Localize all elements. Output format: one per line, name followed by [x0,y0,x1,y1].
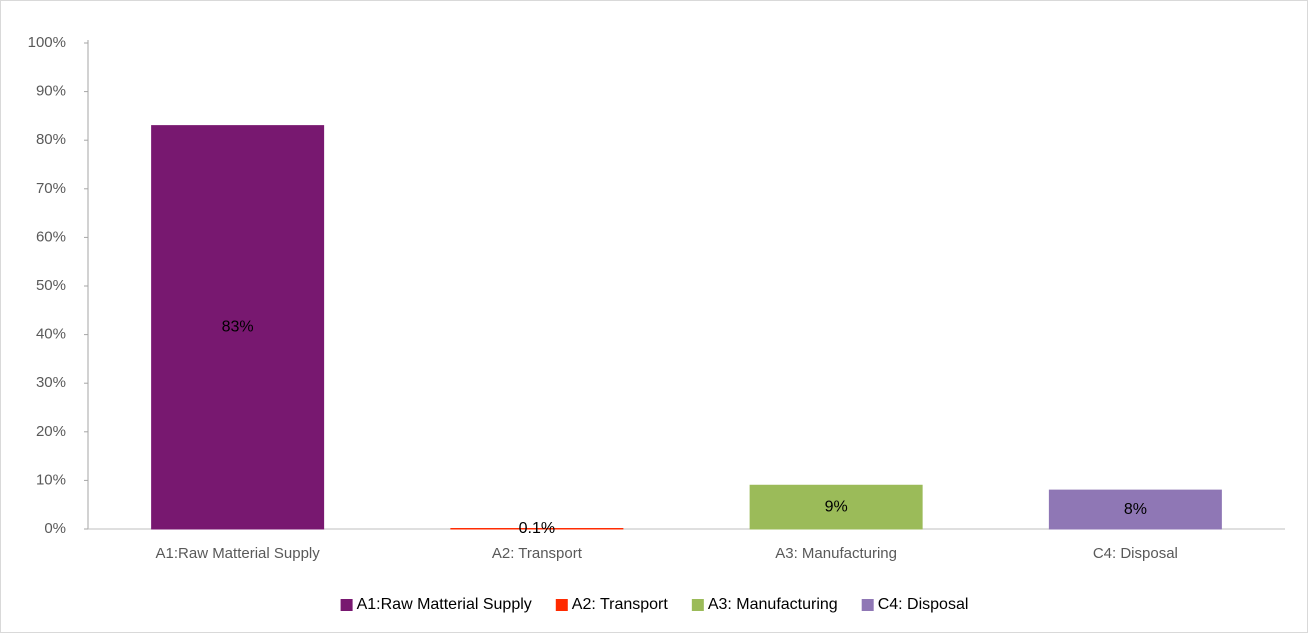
bar [151,125,325,530]
y-tick-label: 40% [36,326,66,343]
y-tick-label: 70% [36,180,66,197]
y-tick-label: 30% [36,374,66,391]
bar [749,484,923,530]
y-tick-label: 100% [28,34,66,51]
x-tick-label: A3: Manufacturing [775,545,897,562]
y-tick-label: 60% [36,228,66,245]
x-tick-label: A1:Raw Matterial Supply [156,545,321,562]
x-tick-label: A2: Transport [492,545,583,562]
legend-swatch [861,599,874,611]
legend-label: A3: Manufacturing [708,596,838,613]
y-tick-label: 20% [36,423,66,440]
data-label: 9% [825,498,848,515]
y-tick-label: 80% [36,131,66,148]
legend-label: A1:Raw Matterial Supply [357,596,532,613]
data-label: 8% [1124,501,1147,518]
y-tick-label: 90% [36,83,66,100]
legend-label: A2: Transport [572,596,669,613]
legend-swatch [340,599,353,611]
data-label: 0.1% [519,520,555,537]
legend-swatch [555,599,568,611]
bar [1048,489,1222,530]
legend-label: C4: Disposal [878,596,969,613]
y-tick-label: 0% [44,520,66,537]
data-label: 83% [222,319,254,336]
legend-swatch [691,599,704,611]
x-tick-label: C4: Disposal [1093,545,1178,562]
y-tick-label: 50% [36,277,66,294]
y-tick-label: 10% [36,471,66,488]
